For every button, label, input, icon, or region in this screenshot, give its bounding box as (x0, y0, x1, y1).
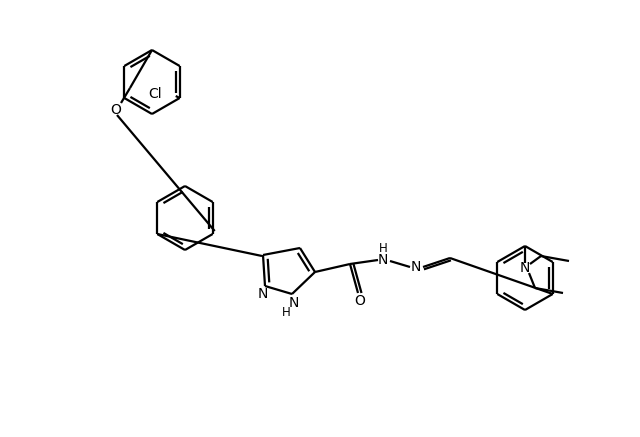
Text: N: N (378, 253, 388, 267)
Text: N: N (258, 287, 268, 301)
Text: N: N (289, 296, 299, 310)
Text: N: N (520, 261, 530, 275)
Text: Cl: Cl (148, 87, 162, 101)
Text: N: N (411, 260, 421, 274)
Text: O: O (354, 294, 365, 308)
Text: H: H (379, 243, 387, 256)
Text: H: H (282, 305, 291, 319)
Text: O: O (111, 103, 122, 117)
